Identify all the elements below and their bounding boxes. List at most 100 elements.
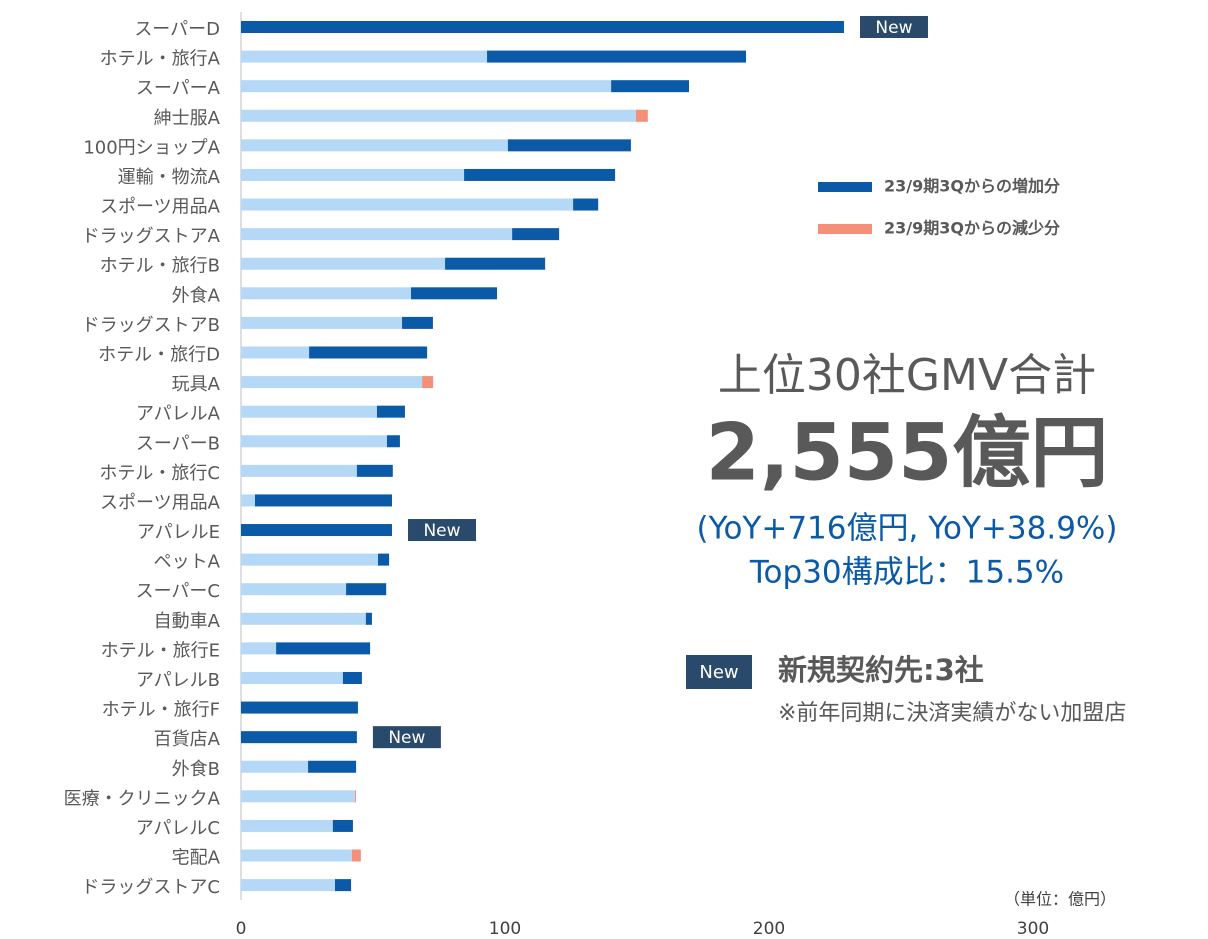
new-note: 新規契約先:3社 bbox=[778, 653, 984, 687]
bar-segment bbox=[241, 21, 844, 33]
bar-segment bbox=[334, 879, 352, 892]
bar-segment bbox=[356, 464, 393, 477]
bar-segment bbox=[376, 405, 405, 418]
x-tick-label: 300 bbox=[1017, 919, 1049, 939]
bar-segment bbox=[573, 198, 599, 211]
bar-segment bbox=[378, 553, 390, 566]
y-tick-label: 宅配A bbox=[172, 848, 221, 869]
new-badge-bg bbox=[408, 519, 477, 542]
y-tick-label: アパレルE bbox=[137, 522, 220, 543]
new-badge: New bbox=[423, 521, 460, 541]
y-tick-label: スポーツ用品A bbox=[100, 197, 221, 218]
bar-segment bbox=[241, 228, 513, 241]
y-tick-label: ホテル・旅行C bbox=[99, 463, 220, 484]
bar-segment bbox=[355, 790, 357, 803]
y-tick-label: スーパーC bbox=[136, 581, 220, 602]
bar-segment bbox=[241, 879, 335, 892]
new-badge: New bbox=[875, 18, 912, 38]
new-badge: New bbox=[388, 728, 425, 748]
bar-segment bbox=[411, 287, 498, 300]
y-tick-label: 外食B bbox=[172, 759, 220, 780]
legend-label: 23/9期3Qからの減少分 bbox=[884, 219, 1060, 238]
y-tick-label: ホテル・旅行F bbox=[102, 700, 220, 721]
bar-segment bbox=[241, 405, 377, 418]
bar-segment bbox=[422, 376, 434, 389]
bar-segment bbox=[365, 612, 372, 625]
y-tick-label: スーパーA bbox=[136, 78, 221, 99]
bar-segment bbox=[241, 819, 333, 832]
bar-segment bbox=[241, 790, 356, 803]
bar-segment bbox=[241, 524, 393, 537]
legend-swatch bbox=[818, 182, 872, 192]
y-tick-label: 玩具A bbox=[172, 374, 221, 395]
bar-segment bbox=[241, 612, 366, 625]
bar-segment bbox=[241, 849, 352, 862]
yoy: (YoY+716億円, YoY+38.9%) bbox=[697, 511, 1118, 547]
bar-segment bbox=[254, 494, 393, 507]
x-tick-label: 200 bbox=[753, 919, 785, 939]
bar-segment bbox=[241, 346, 310, 359]
bar-segment bbox=[635, 109, 648, 122]
y-tick-label: スーパーB bbox=[136, 433, 220, 454]
bar-segment bbox=[241, 139, 508, 152]
bar-segment bbox=[241, 671, 343, 684]
bar-segment bbox=[241, 257, 446, 270]
bar-segment bbox=[241, 376, 423, 389]
bar-segment bbox=[241, 701, 358, 714]
y-tick-label: スポーツ用品A bbox=[100, 492, 221, 513]
y-tick-label: スーパーD bbox=[134, 19, 220, 40]
x-tick-label: 0 bbox=[236, 919, 247, 939]
new-badge-bg bbox=[686, 655, 752, 689]
y-tick-label: 百貨店A bbox=[154, 729, 221, 750]
bar-segment bbox=[241, 80, 612, 93]
y-tick-label: アパレルA bbox=[136, 404, 221, 425]
bar-segment bbox=[351, 849, 361, 862]
y-tick-label: 自動車A bbox=[154, 611, 221, 632]
total: 2,555億円 bbox=[706, 408, 1109, 498]
y-tick-label: ホテル・旅行D bbox=[98, 344, 220, 365]
bar-segment bbox=[241, 168, 465, 181]
y-tick-label: ドラッグストアB bbox=[82, 315, 220, 336]
y-tick-label: ホテル・旅行A bbox=[100, 49, 221, 70]
bar-segment bbox=[309, 346, 428, 359]
bar-segment bbox=[241, 435, 387, 448]
new-badge: New bbox=[699, 662, 738, 683]
bar-segment bbox=[241, 583, 347, 596]
bar-segment bbox=[276, 642, 371, 655]
y-tick-label: ホテル・旅行B bbox=[100, 256, 220, 277]
bar-segment bbox=[241, 109, 636, 122]
bar-segment bbox=[241, 553, 379, 566]
bar-segment bbox=[241, 198, 574, 211]
y-tick-label: 運輸・物流A bbox=[118, 167, 221, 188]
bar-segment bbox=[241, 731, 357, 744]
bar-segment bbox=[241, 50, 488, 63]
bar-segment bbox=[487, 50, 747, 63]
new-badge-bg bbox=[372, 726, 441, 749]
share: Top30構成比：15.5% bbox=[749, 555, 1064, 591]
y-tick-label: ドラッグストアC bbox=[81, 877, 220, 898]
bar-segment bbox=[241, 464, 357, 477]
bar-segment bbox=[332, 819, 353, 832]
bar-segment bbox=[507, 139, 631, 152]
y-tick-label: ペットA bbox=[154, 552, 221, 573]
unit: （単位：億円） bbox=[1004, 890, 1116, 909]
y-tick-label: 100円ショップA bbox=[83, 137, 220, 158]
y-tick-label: 紳士服A bbox=[154, 108, 221, 129]
bar-segment bbox=[241, 316, 403, 329]
new-badge-bg bbox=[859, 16, 928, 38]
y-tick-label: ドラッグストアA bbox=[82, 226, 221, 247]
bar-segment bbox=[241, 287, 412, 300]
bar-segment bbox=[464, 168, 616, 181]
bar-segment bbox=[346, 583, 387, 596]
bar-segment bbox=[342, 671, 362, 684]
bar-segment bbox=[512, 228, 560, 241]
bar-segment bbox=[308, 760, 357, 773]
bar-segment bbox=[241, 642, 277, 655]
legend-label: 23/9期3Qからの増加分 bbox=[884, 177, 1060, 196]
bar-segment bbox=[611, 80, 690, 93]
y-tick-label: アパレルC bbox=[136, 818, 220, 839]
y-tick-label: ホテル・旅行E bbox=[101, 640, 220, 661]
bar-segment bbox=[445, 257, 546, 270]
bar-segment bbox=[241, 494, 255, 507]
